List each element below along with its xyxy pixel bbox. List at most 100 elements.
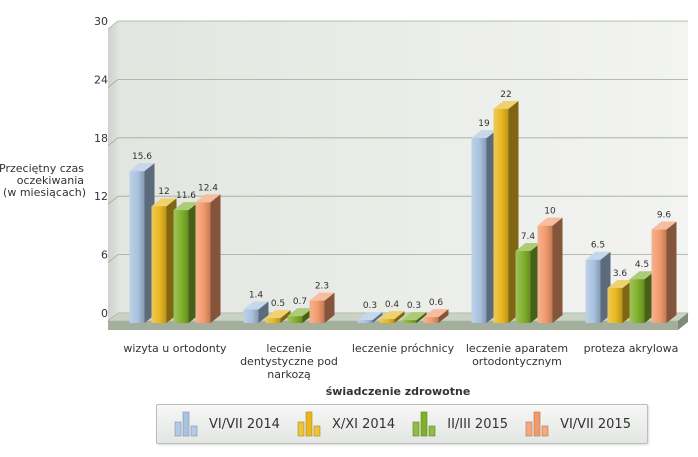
data-label: 15.6 (132, 152, 152, 162)
gridline-side (107, 254, 119, 263)
bar-front (265, 318, 281, 323)
bar-side (552, 217, 563, 323)
bar-top (265, 310, 291, 319)
gridline-side (107, 20, 119, 30)
y-tick-label: 0 (101, 307, 108, 320)
bar (651, 221, 677, 323)
bar-front (651, 229, 667, 323)
bar-front (151, 206, 167, 323)
bar-front (357, 320, 373, 323)
bar-top (151, 198, 177, 207)
bar (493, 100, 519, 323)
bar-front (515, 250, 531, 323)
legend: VI/VII 2014 X/XI 2014 II/III 2015 VI/VII 20… (156, 404, 648, 444)
bar-side (394, 311, 405, 323)
bar-front (493, 108, 509, 323)
gridline-side (107, 195, 119, 205)
gridline-side (107, 137, 119, 147)
data-label: 0.3 (363, 301, 377, 311)
legend-item: X/XI 2014 (296, 411, 395, 437)
bar-front (195, 202, 211, 323)
bar-chart-icon (174, 411, 198, 437)
bar-side (666, 221, 677, 323)
y-tick-label: 18 (94, 132, 108, 145)
data-label: 11.6 (176, 191, 196, 201)
data-label: 0.4 (385, 300, 400, 310)
bar-front (173, 210, 189, 323)
bar (195, 194, 221, 323)
bar-side (210, 194, 221, 323)
bar (129, 163, 155, 323)
data-label: 19 (478, 119, 490, 129)
data-label: 3.6 (613, 269, 628, 279)
legend-label: VI/VII 2014 (209, 416, 280, 432)
bar (401, 312, 427, 323)
bar (309, 292, 335, 323)
data-label: 22 (500, 90, 511, 100)
plot-floor-side (678, 313, 688, 330)
bar-top (651, 221, 677, 230)
data-label: 1.4 (249, 290, 264, 300)
legend-item: VI/VII 2014 (173, 411, 280, 437)
bar (265, 310, 291, 323)
bar-front (629, 279, 645, 323)
plot-side-wall (108, 21, 118, 321)
bar-top (401, 312, 427, 321)
bar (515, 242, 541, 323)
x-tick-label: leczenie próchnicy (352, 342, 455, 355)
bar (173, 202, 199, 323)
bar-front (129, 171, 145, 323)
bar-top (515, 242, 541, 251)
data-label: 9.6 (657, 211, 672, 221)
bar-top (537, 217, 563, 226)
bar (151, 198, 177, 323)
bar (243, 301, 269, 323)
bar-front (243, 309, 259, 323)
bar-front (607, 287, 623, 323)
legend-item: II/III 2015 (411, 411, 508, 437)
bar-top (471, 130, 497, 139)
bar-front (379, 319, 395, 323)
data-label: 6.5 (591, 241, 605, 251)
bar (379, 311, 405, 323)
y-tick-label: 24 (94, 73, 108, 86)
x-tick-label: leczenie dentystyczne pod narkozą (240, 342, 338, 381)
bar-front (401, 320, 417, 323)
bar-side (416, 312, 427, 323)
bar-top (357, 312, 383, 321)
data-label: 2.3 (315, 282, 329, 292)
bar-chart-icon (412, 411, 436, 437)
bar-side (280, 310, 291, 323)
data-label: 0.7 (293, 297, 307, 307)
bar-top (173, 202, 199, 211)
x-tick-label: proteza akrylowa (584, 342, 679, 355)
bar-front (423, 317, 439, 323)
bar-top (195, 194, 221, 203)
bar (629, 271, 655, 323)
legend-label: VI/VII 2015 (560, 416, 631, 432)
bar-top (607, 279, 633, 288)
bar-top (129, 163, 155, 172)
y-tick-label: 12 (94, 190, 108, 203)
bar-front (287, 316, 303, 323)
bar-front (537, 225, 553, 323)
bar-front (471, 138, 487, 323)
bar-side (372, 312, 383, 323)
y-tick-label: 6 (101, 249, 108, 262)
bar-side (438, 309, 449, 323)
legend-label: II/III 2015 (447, 416, 509, 432)
data-label: 12.4 (198, 183, 218, 193)
data-label: 0.6 (429, 298, 444, 308)
data-label: 0.5 (271, 299, 285, 309)
bar-top (287, 308, 313, 317)
bar-front (585, 259, 601, 323)
y-axis-label: Przeciętny czas oczekiwania (w miesiącach) (0, 162, 86, 199)
legend-item: VI/VII 2015 (524, 411, 631, 437)
bar (585, 251, 611, 323)
x-tick-label: leczenie aparatem ortodontycznym (466, 342, 568, 368)
plot-floor-front (108, 321, 678, 330)
bar-top (309, 292, 335, 301)
bar-top (493, 100, 519, 109)
bar-front (309, 300, 325, 323)
